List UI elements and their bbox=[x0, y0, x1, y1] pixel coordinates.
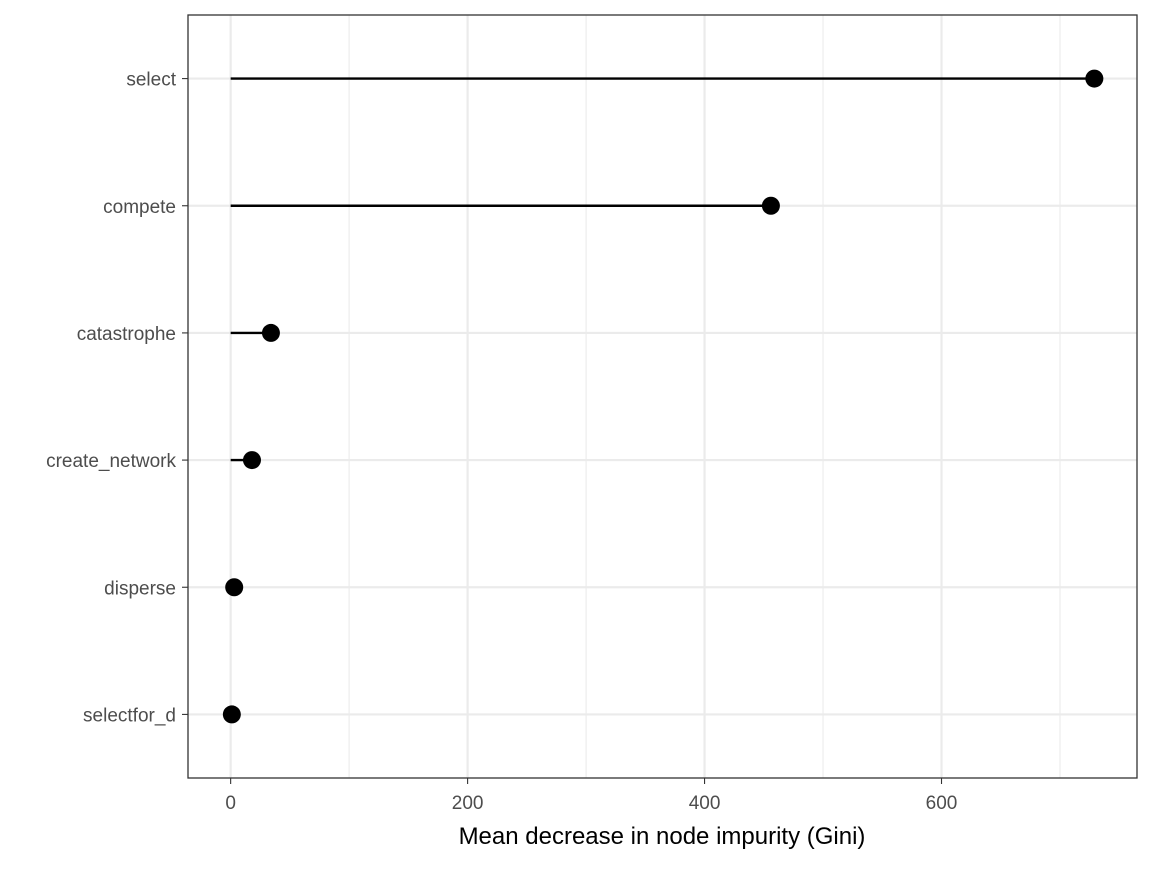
y-tick-label-disperse: disperse bbox=[104, 578, 176, 599]
lollipop-point-catastrophe bbox=[261, 323, 280, 342]
x-tick-label-200: 200 bbox=[452, 793, 484, 814]
y-tick-label-catastrophe: catastrophe bbox=[77, 324, 176, 345]
y-tick-label-compete: compete bbox=[103, 197, 176, 218]
y-tick-label-select: select bbox=[126, 70, 176, 91]
lollipop-point-compete bbox=[761, 196, 780, 215]
x-tick-label-0: 0 bbox=[225, 793, 236, 814]
lollipop-point-select bbox=[1085, 69, 1104, 88]
axis-layer: selectfor_d disperse create_network catastr… bbox=[46, 70, 957, 814]
dot-layer bbox=[222, 69, 1104, 724]
lollipop-point-selectfor_d bbox=[222, 705, 241, 724]
x-tick-label-600: 600 bbox=[926, 793, 958, 814]
y-tick-label-create_network: create_network bbox=[46, 451, 176, 472]
panel-border bbox=[187, 14, 1138, 779]
y-tick-label-selectfor_d: selectfor_d bbox=[83, 705, 176, 726]
lollipop-point-create_network bbox=[242, 451, 261, 470]
lollipop-point-disperse bbox=[225, 578, 244, 597]
x-axis-title: Mean decrease in node impurity (Gini) bbox=[459, 823, 866, 850]
x-tick-label-400: 400 bbox=[689, 793, 721, 814]
stem-layer bbox=[230, 77, 1095, 716]
